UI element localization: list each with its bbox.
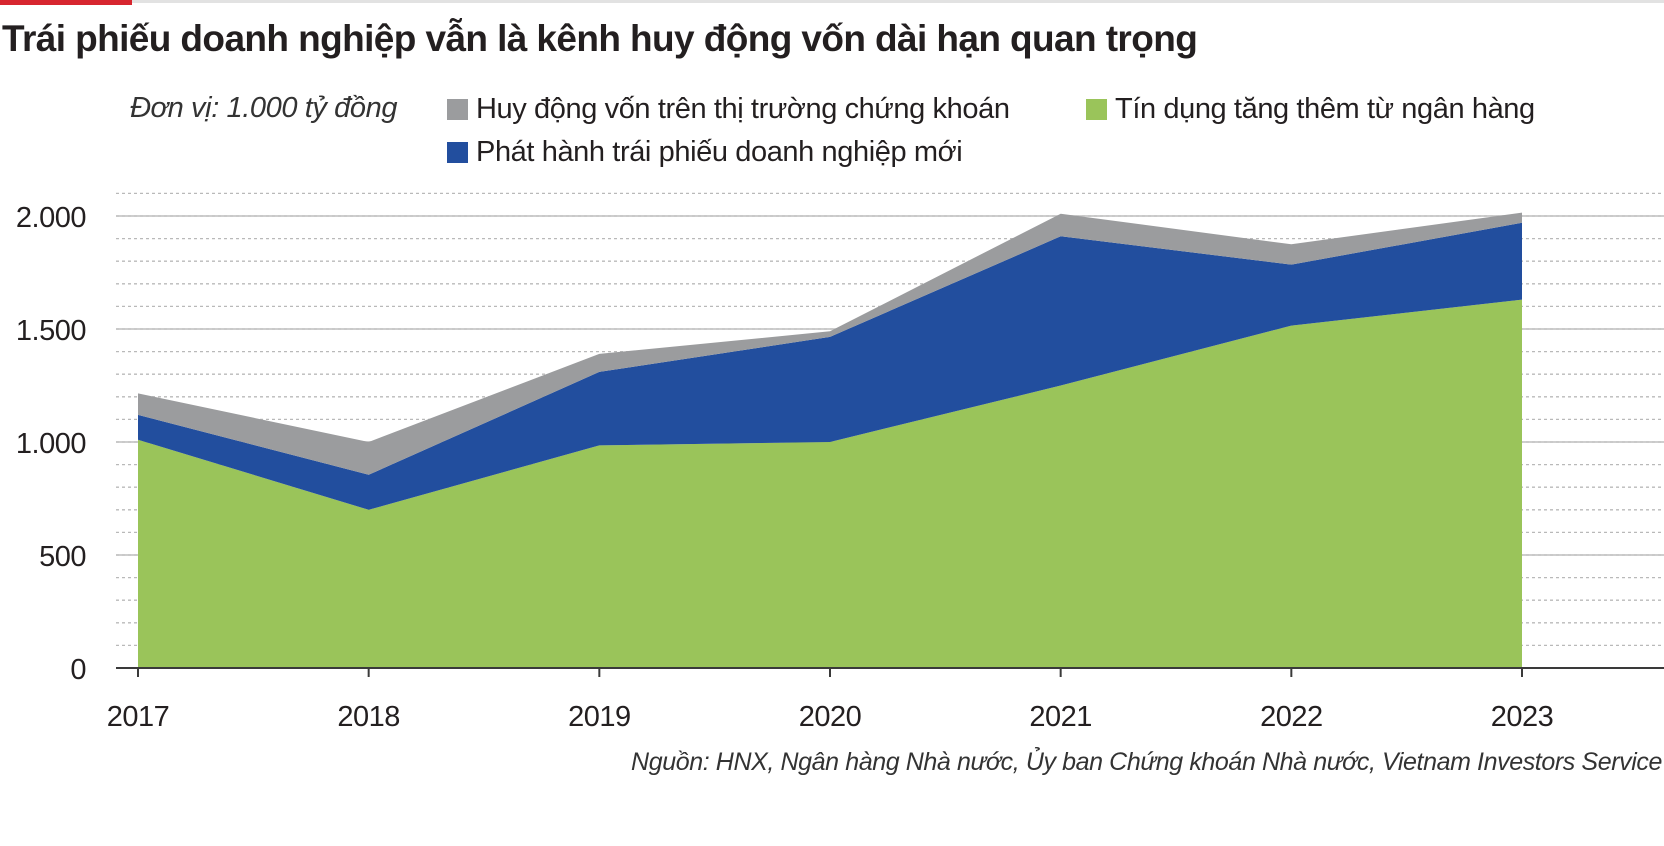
legend-swatch-bank-credit [1086,99,1107,120]
legend-label-corporate-bonds: Phát hành trái phiếu doanh nghiệp mới [476,136,963,168]
accent-bar [0,0,132,5]
top-rule [0,0,1664,5]
legend-label-bank-credit: Tín dụng tăng thêm từ ngân hàng [1115,93,1535,125]
area-series-2 [138,212,1522,475]
x-tick-label: 2022 [1260,701,1323,733]
x-tick-label: 2018 [337,701,400,733]
legend-swatch-corporate-bonds [447,142,468,163]
y-tick-label: 0 [70,654,86,686]
chart-title: Trái phiếu doanh nghiệp vẫn là kênh huy … [2,18,1198,59]
legend-label-stock-market: Huy động vốn trên thị trường chứng khoán [476,93,1010,125]
x-tick-label: 2021 [1029,701,1092,733]
y-tick-label: 1.000 [16,428,86,460]
x-tick-label: 2023 [1491,701,1554,733]
y-tick-label: 1.500 [16,315,86,347]
x-tick-label: 2020 [799,701,862,733]
axes: 2017 2018 2019 2020 2021 2022 2023 0 500 1.000 1.5… [16,202,1664,733]
y-tick-label: 500 [39,541,86,573]
legend-swatch-stock-market [447,99,468,120]
stacked-areas [138,212,1522,668]
area-series-0 [138,299,1522,668]
unit-label: Đơn vị: 1.000 tỷ đồng [130,92,398,124]
x-tick-label: 2019 [568,701,631,733]
x-tick-label: 2017 [107,701,170,733]
y-tick-label: 2.000 [16,202,86,234]
area-series-1 [138,222,1522,510]
legend-item-bank-credit: Tín dụng tăng thêm từ ngân hàng [1086,93,1535,126]
legend-item-stock-market: Huy động vốn trên thị trường chứng khoán [447,93,1010,126]
source-note: Nguồn: HNX, Ngân hàng Nhà nước, Ủy ban C… [631,748,1662,776]
legend-item-corporate-bonds: Phát hành trái phiếu doanh nghiệp mới [447,136,963,169]
